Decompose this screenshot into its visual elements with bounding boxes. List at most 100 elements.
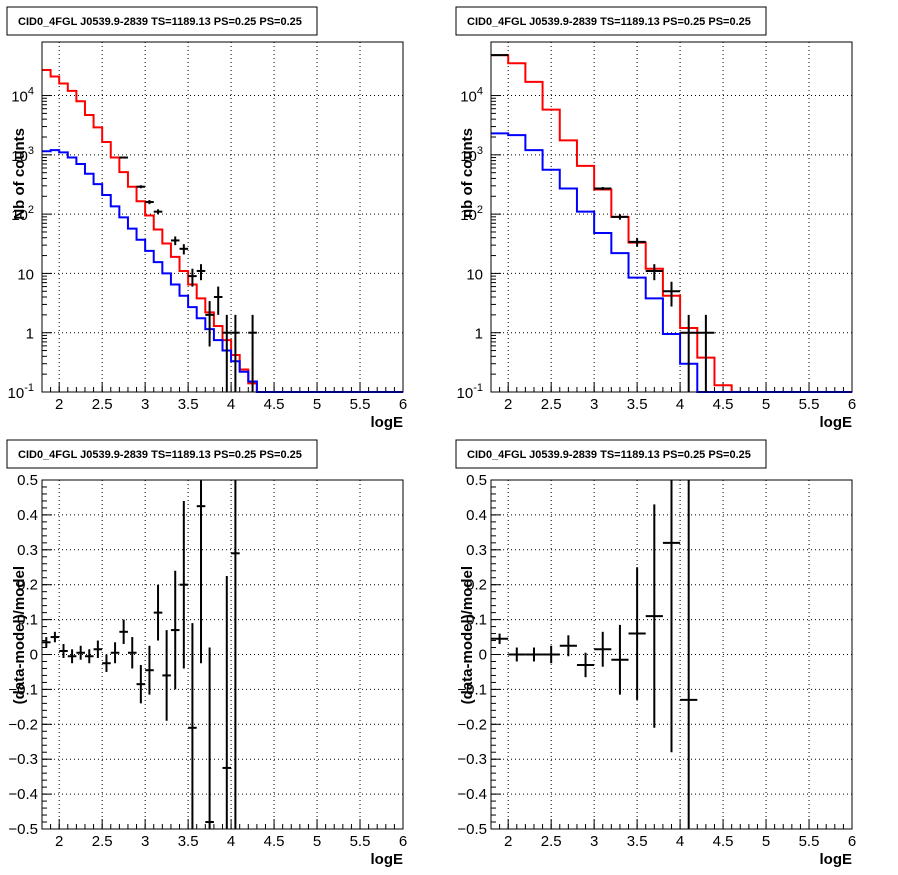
residual-point — [84, 649, 94, 664]
x-tick-label: 5.5 — [799, 396, 820, 413]
residual-point — [93, 640, 103, 658]
data-point — [145, 200, 154, 205]
data-point — [205, 301, 214, 347]
residual-point — [611, 624, 629, 695]
residual-point — [188, 623, 197, 829]
y-tick-label: 0.5 — [17, 472, 38, 489]
residual-point — [76, 645, 85, 660]
residual-point — [231, 480, 240, 829]
plot-frame — [41, 479, 404, 830]
data-point — [170, 236, 180, 246]
x-axis-title: logE — [371, 851, 404, 868]
data-point — [179, 244, 189, 255]
residual-point — [145, 645, 154, 695]
x-tick-label: 2.5 — [92, 833, 113, 850]
y-axis-title: (data-model)/model — [11, 566, 28, 704]
x-axis-title: logE — [820, 414, 853, 431]
chart-title: CID0_4FGL J0539.9-2839 TS=1189.13 PS=0.2… — [467, 449, 751, 461]
y-tick-label: 0.5 — [466, 472, 487, 489]
y-tick-label: 0.1 — [466, 612, 487, 629]
x-tick-label: 3 — [141, 396, 149, 413]
y-tick-label: 0 — [479, 647, 487, 664]
y-tick-label: −0.5 — [8, 821, 38, 838]
y-tick-label: 104 — [460, 86, 483, 106]
chart-title: CID0_4FGL J0539.9-2839 TS=1189.13 PS=0.2… — [18, 16, 302, 28]
x-tick-label: 5.5 — [350, 833, 371, 850]
residual-point — [50, 631, 60, 643]
data-point — [153, 209, 163, 215]
y-tick-label: 102 — [11, 204, 34, 224]
panel-bottom-right-residuals: 2 2.5 3 3.5 4 4.5 5 5.5 6 −0.5 −0.4 −0.3 −0.2 −0.1 0 0.… — [455, 439, 856, 868]
y-tick-label: 1 — [475, 326, 483, 343]
data-point — [213, 286, 223, 315]
residual-point — [102, 654, 111, 672]
residual-point — [542, 645, 560, 664]
data-point — [611, 214, 629, 220]
x-tick-label: 4.5 — [713, 833, 734, 850]
data-point — [188, 268, 197, 287]
plot-frame — [41, 41, 404, 393]
data-point — [628, 237, 646, 247]
chart-title: CID0_4FGL J0539.9-2839 TS=1189.13 PS=0.2… — [18, 449, 302, 461]
x-tick-label: 6 — [848, 833, 856, 850]
x-tick-label: 6 — [848, 396, 856, 413]
y-tick-label: 0.1 — [17, 612, 38, 629]
x-tick-label: 2 — [55, 833, 63, 850]
residual-point — [196, 480, 206, 664]
residual-point — [222, 575, 232, 829]
x-tick-label: 4 — [227, 833, 235, 850]
residual-point — [67, 649, 77, 664]
x-tick-label: 3.5 — [627, 396, 648, 413]
y-tick-label: 1 — [26, 326, 34, 343]
data-point — [231, 314, 240, 392]
data-point — [697, 314, 715, 392]
y-tick-label: 102 — [460, 204, 483, 224]
residual-point — [42, 637, 51, 648]
residual-point — [170, 570, 180, 690]
y-tick-label: −0.2 — [8, 716, 38, 733]
residual-point — [59, 644, 68, 658]
x-tick-label: 4.5 — [264, 833, 285, 850]
residual-point — [628, 567, 646, 700]
y-tick-label: 0.4 — [466, 507, 487, 524]
y-tick-label: 0.4 — [17, 507, 38, 524]
y-tick-label: 10-1 — [8, 382, 34, 402]
panel-top-left-counts: 2 2.5 3 3.5 4 4.5 5 5.5 6 10-1 1 10 102 103 104 logE Nb … — [6, 6, 407, 431]
residual-point — [153, 584, 163, 641]
residual-point — [576, 652, 595, 678]
x-tick-label: 5.5 — [350, 396, 371, 413]
y-tick-label: −0.4 — [457, 786, 487, 803]
x-tick-label: 6 — [399, 833, 407, 850]
y-tick-label: −0.1 — [457, 681, 487, 698]
y-tick-label: 0.2 — [466, 577, 487, 594]
x-tick-label: 4 — [227, 396, 235, 413]
residual-point — [127, 637, 137, 669]
title-box — [455, 439, 767, 469]
y-tick-label: 10-1 — [457, 382, 483, 402]
data-point — [136, 185, 146, 189]
residual-point — [559, 635, 577, 657]
residual-point — [162, 630, 171, 721]
x-tick-label: 2 — [55, 396, 63, 413]
x-tick-label: 5.5 — [799, 833, 820, 850]
title-box — [6, 6, 318, 36]
residual-point — [110, 642, 120, 664]
x-tick-label: 2 — [504, 396, 512, 413]
y-tick-label: −0.1 — [8, 681, 38, 698]
x-tick-label: 4 — [676, 396, 684, 413]
y-tick-label: 0 — [30, 647, 38, 664]
residual-point — [119, 619, 128, 645]
residual-point — [136, 664, 146, 704]
x-tick-label: 6 — [399, 396, 407, 413]
y-tick-label: −0.5 — [457, 821, 487, 838]
x-tick-label: 2 — [504, 833, 512, 850]
y-tick-label: 103 — [460, 145, 483, 165]
x-tick-label: 5 — [313, 833, 321, 850]
x-tick-label: 3 — [141, 833, 149, 850]
residual-point — [525, 647, 543, 662]
x-tick-label: 3 — [590, 833, 598, 850]
residual-point — [491, 633, 509, 645]
data-point — [680, 314, 698, 392]
residual-point — [179, 500, 189, 669]
residual-point — [594, 631, 612, 667]
